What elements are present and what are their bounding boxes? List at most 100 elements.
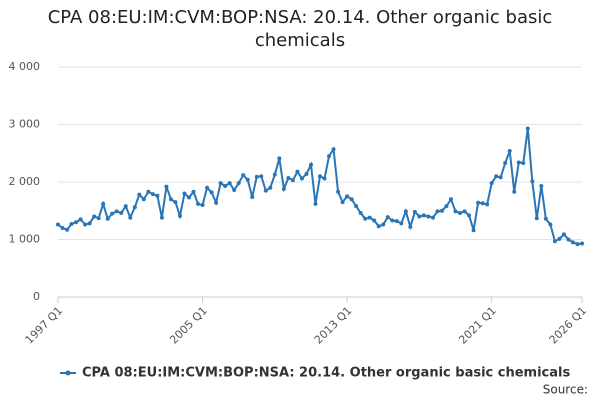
data-point xyxy=(453,209,458,214)
data-point xyxy=(331,147,336,152)
data-point xyxy=(349,197,354,202)
data-point xyxy=(408,224,413,229)
data-point xyxy=(412,209,417,214)
data-point xyxy=(444,204,449,209)
data-point xyxy=(205,185,210,190)
data-point xyxy=(200,203,205,207)
source: Source: xyxy=(543,383,588,397)
data-point xyxy=(575,242,580,247)
legend-marker xyxy=(65,370,71,376)
data-point xyxy=(476,200,481,205)
y-tick-label: 4 000 xyxy=(9,60,41,73)
data-point xyxy=(430,215,435,220)
data-point xyxy=(512,189,517,194)
data-point xyxy=(399,221,404,226)
y-tick-label: 3 000 xyxy=(9,118,41,131)
data-point xyxy=(345,194,350,199)
data-point xyxy=(439,208,444,213)
data-point xyxy=(56,222,60,227)
data-point xyxy=(250,194,255,199)
data-point xyxy=(530,179,535,184)
data-point xyxy=(259,174,264,179)
data-point xyxy=(87,221,92,226)
data-point xyxy=(227,181,232,186)
data-point xyxy=(214,200,219,205)
data-point xyxy=(557,236,562,241)
data-point xyxy=(277,156,282,161)
data-point xyxy=(241,173,246,178)
data-point xyxy=(313,201,318,206)
data-point xyxy=(128,215,133,220)
data-point xyxy=(390,218,395,223)
data-point xyxy=(521,161,526,166)
data-point xyxy=(146,189,151,194)
data-point xyxy=(290,178,295,183)
x-tick-label: 2026 Q1 xyxy=(547,304,590,347)
data-point xyxy=(65,227,70,232)
data-point xyxy=(105,216,110,221)
data-point xyxy=(372,218,377,223)
data-point xyxy=(318,174,322,179)
data-point xyxy=(480,201,485,206)
data-point xyxy=(462,209,467,214)
data-point xyxy=(421,213,426,218)
data-point xyxy=(376,224,381,229)
data-point xyxy=(96,216,101,221)
data-point xyxy=(191,189,196,194)
data-point xyxy=(516,160,521,165)
y-tick-label: 2 000 xyxy=(9,175,41,188)
data-point xyxy=(245,177,250,182)
data-point xyxy=(236,181,241,186)
data-point xyxy=(485,202,490,207)
x-tick-label: 2021 Q1 xyxy=(456,304,499,347)
data-point xyxy=(114,209,119,214)
data-point xyxy=(177,213,182,218)
data-point xyxy=(263,188,268,193)
y-tick-label: 0 xyxy=(33,290,40,303)
data-point xyxy=(561,232,566,237)
data-point xyxy=(119,211,124,216)
data-point xyxy=(507,148,512,153)
series-line xyxy=(57,128,583,246)
data-point xyxy=(137,192,142,197)
data-point xyxy=(268,185,273,190)
data-point xyxy=(182,191,187,196)
data-point xyxy=(367,215,372,220)
data-point xyxy=(159,215,164,220)
data-point xyxy=(299,176,304,181)
data-point xyxy=(155,193,160,198)
data-point xyxy=(254,174,259,179)
data-point xyxy=(385,215,390,220)
data-point xyxy=(101,201,106,206)
chart-title: CPA 08:EU:IM:CVM:BOP:NSA: 20.14. Other o… xyxy=(47,7,553,51)
data-point xyxy=(340,200,345,205)
data-point xyxy=(566,237,571,242)
data-point xyxy=(173,200,178,205)
x-tick-label: 2013 Q1 xyxy=(312,304,355,347)
data-point xyxy=(168,197,173,202)
data-point xyxy=(552,239,557,244)
data-point xyxy=(458,211,463,216)
data-point xyxy=(539,184,544,189)
data-point xyxy=(467,213,472,218)
data-point xyxy=(548,222,553,227)
data-point xyxy=(69,221,74,226)
data-point xyxy=(580,241,584,246)
data-point xyxy=(327,154,332,159)
data-point xyxy=(534,216,539,221)
data-point xyxy=(417,214,422,219)
data-point xyxy=(74,220,79,225)
data-point xyxy=(295,169,300,174)
data-point xyxy=(308,162,313,167)
data-point xyxy=(150,192,155,197)
data-point xyxy=(503,161,508,166)
data-point xyxy=(381,222,386,227)
data-point xyxy=(435,209,440,214)
data-point xyxy=(322,176,327,181)
data-point xyxy=(78,217,83,222)
data-point xyxy=(141,197,146,202)
data-point xyxy=(218,181,223,186)
data-point xyxy=(60,226,65,230)
data-point xyxy=(543,216,548,221)
